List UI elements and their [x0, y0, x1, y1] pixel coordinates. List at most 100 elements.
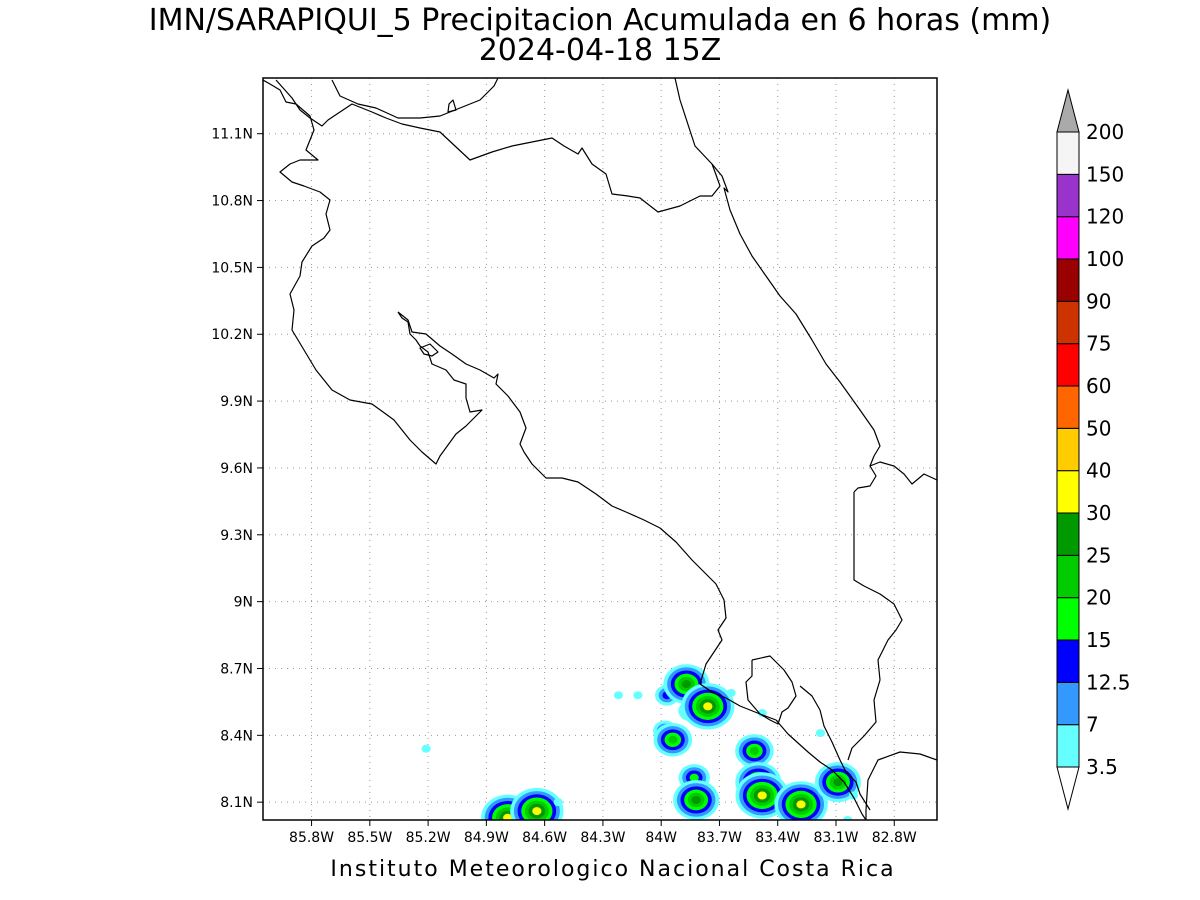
legend-swatch — [1056, 681, 1080, 726]
precip-cell — [735, 734, 774, 768]
axis-labels: 85.8W 85.5W 85.2W 84.9W 84.6W 84.3W 84W 83.7W 83… — [211, 127, 917, 846]
legend-swatch — [1056, 639, 1080, 683]
lon-tick-label: 84.9W — [464, 830, 509, 846]
precip-contour — [421, 744, 431, 753]
osa-inner — [799, 685, 871, 811]
precip-cell — [510, 787, 564, 820]
legend-level-label: 50 — [1086, 416, 1111, 440]
legend-level-label: 12.5 — [1086, 670, 1131, 694]
plot-background — [263, 78, 937, 820]
legend-level-label: 30 — [1086, 501, 1111, 525]
legend-level-label: 40 — [1086, 459, 1111, 483]
precip-contour — [796, 800, 806, 809]
lon-tick-label: 85.8W — [289, 830, 334, 846]
lat-tick-label: 8.4N — [220, 728, 253, 744]
map-title: IMN/SARAPIQUI_5 Precipitacion Acumulada … — [149, 3, 1051, 38]
lat-tick-label: 10.2N — [211, 327, 253, 343]
panama-border — [847, 465, 937, 820]
lon-tick-label: 84.6W — [522, 830, 567, 846]
plot-frame — [262, 77, 938, 821]
precip-contour — [833, 778, 843, 787]
legend-swatch — [1056, 343, 1080, 387]
legend-level-label: 120 — [1086, 205, 1124, 229]
lat-tick-label: 8.7N — [220, 661, 253, 677]
lon-tick-label: 85.5W — [347, 830, 392, 846]
precip-contour — [503, 813, 513, 820]
legend-level-label: 20 — [1086, 586, 1111, 610]
precip-cell — [421, 744, 431, 753]
precip-contour — [681, 680, 692, 689]
legend-swatch — [1056, 554, 1080, 599]
legend-swatch — [1056, 512, 1080, 556]
precip-cell — [553, 798, 563, 807]
legend-swatch — [1056, 300, 1080, 345]
precip-contour — [532, 807, 542, 816]
coastline-layer — [263, 78, 937, 820]
precip-cell — [681, 683, 735, 730]
legend-level-label: 100 — [1086, 247, 1124, 271]
legend-swatch — [1056, 173, 1080, 218]
legend-top-arrow — [1056, 88, 1080, 133]
legend-level-label: 60 — [1086, 374, 1111, 398]
lon-tick-label: 83.4W — [755, 830, 800, 846]
precip-cell — [774, 781, 828, 820]
precip-cell — [726, 688, 736, 697]
lon-tick-label: 83.1W — [813, 830, 858, 846]
map-subtitle: 2024-04-18 15Z — [479, 33, 722, 68]
precip-contour — [691, 795, 701, 804]
lat-tick-label: 10.5N — [211, 260, 253, 276]
lat-tick-label: 9N — [234, 595, 253, 611]
northern-border — [275, 78, 721, 213]
precip-cell — [815, 729, 826, 738]
legend-level-label: 25 — [1086, 543, 1111, 567]
small-island-north — [447, 99, 457, 113]
legend-bottom-arrow — [1056, 766, 1080, 811]
lat-tick-label: 10.8N — [211, 194, 253, 210]
precipitation-layer — [421, 664, 861, 820]
footer-credit: Instituto Meteorologico Nacional Costa R… — [330, 857, 895, 882]
lake-arenal — [419, 343, 439, 357]
precip-contour — [703, 702, 713, 711]
precip-cell — [673, 779, 720, 820]
lat-tick-label: 8.1N — [220, 795, 253, 811]
northern-inlet — [331, 78, 499, 119]
precip-cell — [735, 772, 789, 819]
plot-area: 85.8W 85.5W 85.2W 84.9W 84.6W 84.3W 84W 83.7W 83… — [211, 77, 938, 846]
precip-contour — [843, 816, 853, 820]
precip-contour — [749, 746, 760, 755]
legend-level-label: 90 — [1086, 289, 1111, 313]
precip-cell — [843, 816, 853, 820]
precip-cell — [613, 691, 624, 700]
legend-level-label: 7 — [1086, 713, 1099, 737]
legend-swatch — [1056, 724, 1080, 768]
legend-swatch — [1056, 258, 1080, 302]
legend-level-label: 15 — [1086, 628, 1111, 652]
lat-tick-label: 9.9N — [220, 394, 253, 410]
pacific-coast-north — [263, 79, 483, 465]
legend-swatch — [1056, 427, 1080, 472]
precip-contour — [689, 773, 699, 782]
lat-tick-label: 9.6N — [220, 461, 253, 477]
colorbar-legend: 3.5 7 12.5 15 20 25 30 40 50 60 75 90 100 120 150 200 — [1056, 88, 1131, 811]
precip-contour — [633, 691, 643, 700]
legend-swatch — [1056, 131, 1080, 175]
lon-tick-label: 83.7W — [697, 830, 742, 846]
precip-contour — [757, 791, 767, 800]
precip-contour — [726, 688, 736, 697]
precip-cell — [633, 691, 643, 700]
legend-swatch — [1056, 470, 1080, 514]
legend-swatch — [1056, 385, 1080, 429]
lon-tick-label: 84.3W — [580, 830, 625, 846]
precip-contour — [613, 691, 624, 700]
legend-level-label: 200 — [1086, 120, 1124, 144]
caribbean-coast — [711, 163, 937, 485]
lat-tick-label: 11.1N — [211, 127, 253, 143]
legend-level-label: 150 — [1086, 162, 1124, 186]
lon-tick-label: 85.2W — [406, 830, 451, 846]
lon-tick-label: 84W — [645, 830, 677, 846]
legend-level-label: 3.5 — [1086, 755, 1118, 779]
lat-tick-label: 9.3N — [220, 528, 253, 544]
precip-contour — [668, 735, 678, 744]
legend-swatch — [1056, 216, 1080, 260]
